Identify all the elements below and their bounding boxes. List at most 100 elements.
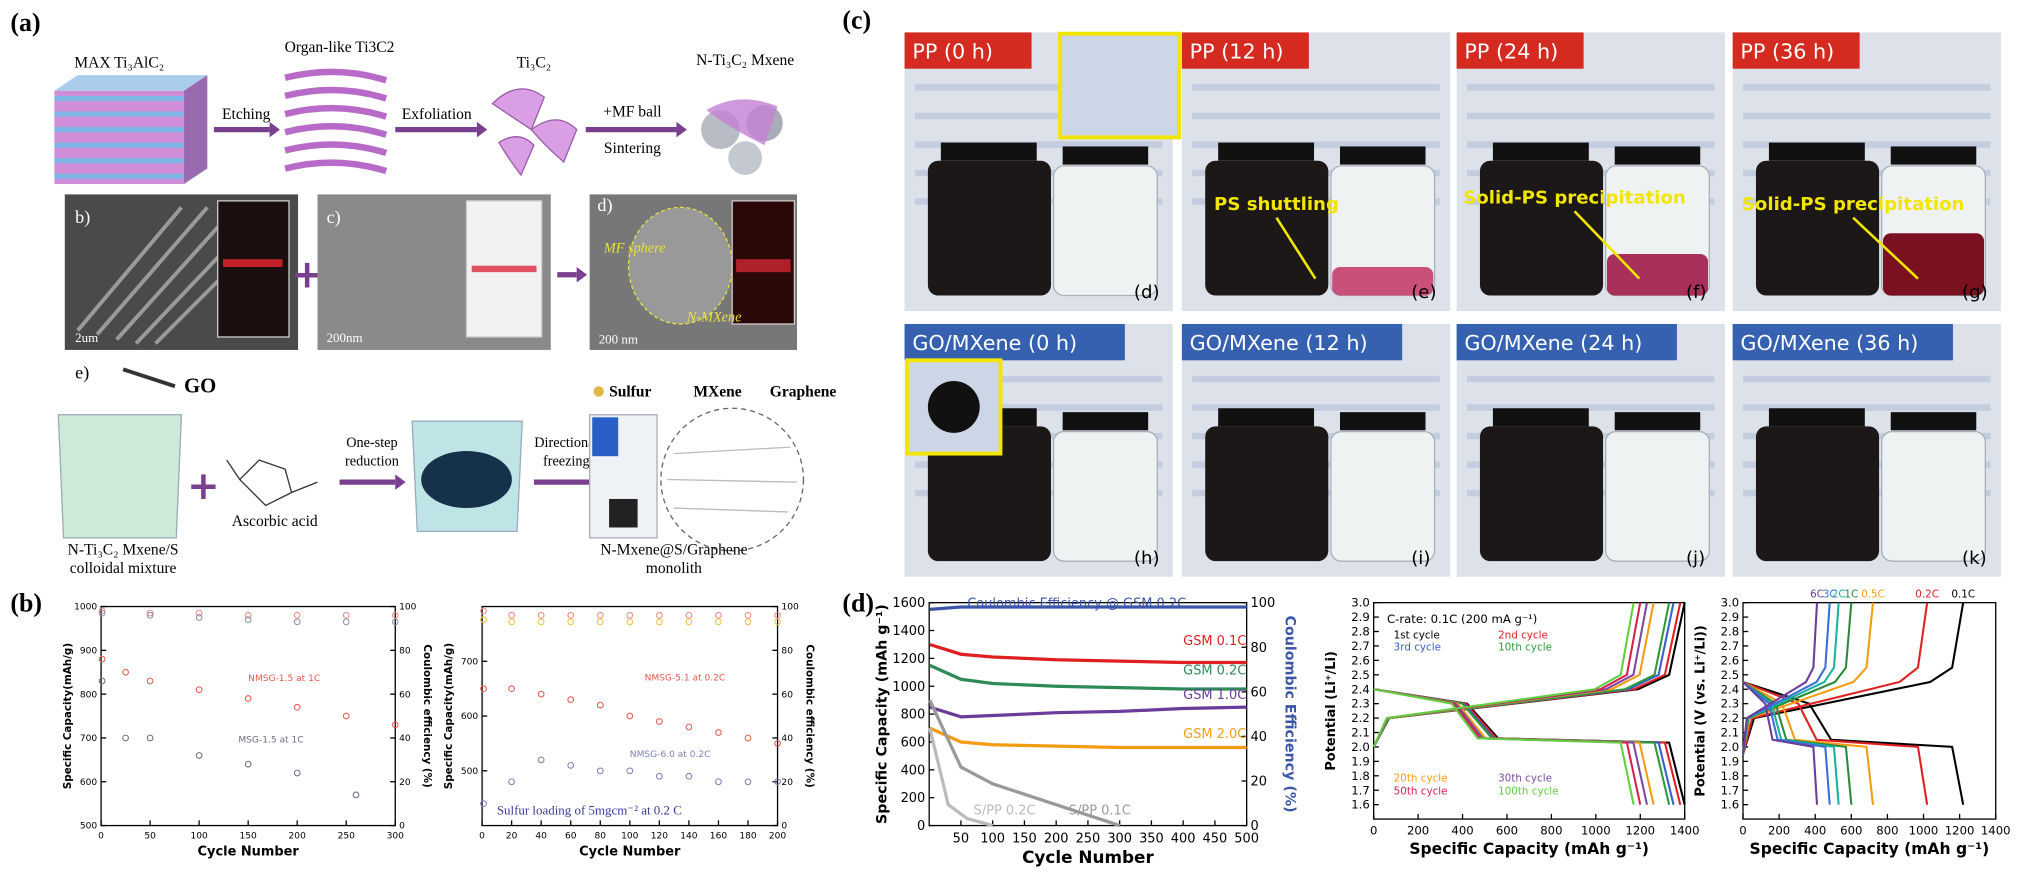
block-side [184,75,208,185]
vial-band [736,259,791,273]
series-label: 1C [1844,588,1858,600]
y-tick-label: 1.9 [1351,754,1370,768]
data-point [537,618,545,626]
mxene-spheres [701,99,783,175]
data-point [774,778,781,786]
y-axis-label: Specific Capacity (mAh g⁻¹) [874,604,890,824]
logo-row [1192,84,1440,91]
lid [1062,412,1149,431]
cell-dark [1479,160,1604,296]
y2-tick-label: 100 [399,603,417,613]
x-tick-label: 1400 [1670,824,1700,838]
y2-axis-label: Coulombic efficiency (%) [803,644,815,787]
arrow-head [476,121,488,138]
y2-tick-label: 80 [781,647,793,657]
y-tick-label: 2.7 [1721,639,1740,653]
y2-tick-label: 40 [781,734,793,744]
x-tick-label: 160 [710,832,728,842]
photo-letter: (e) [1411,282,1436,303]
x-axis-label: Cycle Number [198,844,300,859]
y-tick-label: 600 [461,712,479,722]
cell-clear [1052,430,1158,562]
process-label: e) [75,362,89,383]
logo-row [914,375,1163,383]
y-tick-label: 2.9 [1351,610,1370,624]
data-point [480,685,487,693]
monolith [609,498,638,528]
y-axis-label: Specific Capacity(mAh/g) [443,643,455,789]
data-point [626,767,634,775]
data-point [774,611,781,619]
photo-letter: (h) [1134,548,1160,569]
data-point [774,740,781,747]
y-tick-label: 1200 [892,652,925,667]
inset [1058,31,1182,140]
stripe [54,158,185,164]
data-point [352,791,360,799]
layer [284,86,388,102]
data-point [195,614,203,621]
x-tick-label: 200 [1407,824,1429,838]
y-tick-label: 600 [80,778,98,788]
data-point [195,686,203,694]
step-label: Ti₃C₂ [517,54,551,71]
x-tick-label: 200 [1044,831,1069,846]
logo-row [1743,141,1991,148]
y-tick-label: 2.0 [1351,740,1370,754]
y-tick-label: 800 [901,708,926,723]
layer [284,141,388,157]
series-label: NMSG-5.1 at 0.2C [645,673,726,683]
series-label: GSM 0.2C [1183,663,1246,678]
x-tick-label: 100 [621,832,639,842]
photo-annotation: PS shuttling [1214,194,1339,215]
data-point [98,609,106,617]
x-tick-label: 400 [1804,824,1826,838]
x-tick-label: 0 [1370,824,1377,838]
logo-row [1743,375,1991,383]
data-point [626,712,634,720]
photo-letter: (i) [1411,548,1430,569]
logo-row [1743,84,1991,91]
x-tick-label: 300 [1107,831,1132,846]
logo-row [1192,404,1440,411]
series-label: 3C [1823,588,1837,600]
y-tick-label: 2.1 [1351,726,1370,740]
photo-label: PP (24 h) [1464,39,1558,63]
cell-dark [927,426,1051,562]
data-point [146,734,154,742]
sem-label: d) [597,195,612,216]
panel-label: (b) [10,589,42,618]
data-point [508,778,515,786]
data-point [774,618,781,626]
layer [284,123,388,138]
beaker [57,414,183,539]
y-tick-label: 2.4 [1721,682,1740,696]
data-point [744,778,752,786]
cell-dark [1755,426,1880,562]
series-label: GSM 2.0C [1183,727,1246,742]
y2-tick-label: 100 [781,603,799,613]
series-label: NMSG-6.0 at 0.2C [630,750,711,760]
y2-tick-label: 60 [1251,685,1267,700]
lid [1218,408,1315,427]
data-point [596,701,604,709]
y-tick-label: 2.8 [1351,625,1370,639]
cell-clear [1330,430,1436,562]
lid [1218,142,1315,161]
plot-frame [1742,602,1997,820]
x-tick-label: 400 [1451,824,1473,838]
x-tick-label: 600 [1840,824,1862,838]
data-point [342,712,350,720]
flake [530,119,578,164]
photo-letter: (d) [1134,282,1160,303]
scale-bar: 200 nm [599,331,638,346]
series-label: 0.5C [1861,588,1885,600]
y-tick-label: 400 [901,763,926,778]
y2-tick-label: 0 [399,822,405,832]
stripe [54,111,185,117]
x-tick-label: 180 [739,832,757,842]
y-tick-label: 2.3 [1721,697,1740,711]
data-point [195,752,203,759]
